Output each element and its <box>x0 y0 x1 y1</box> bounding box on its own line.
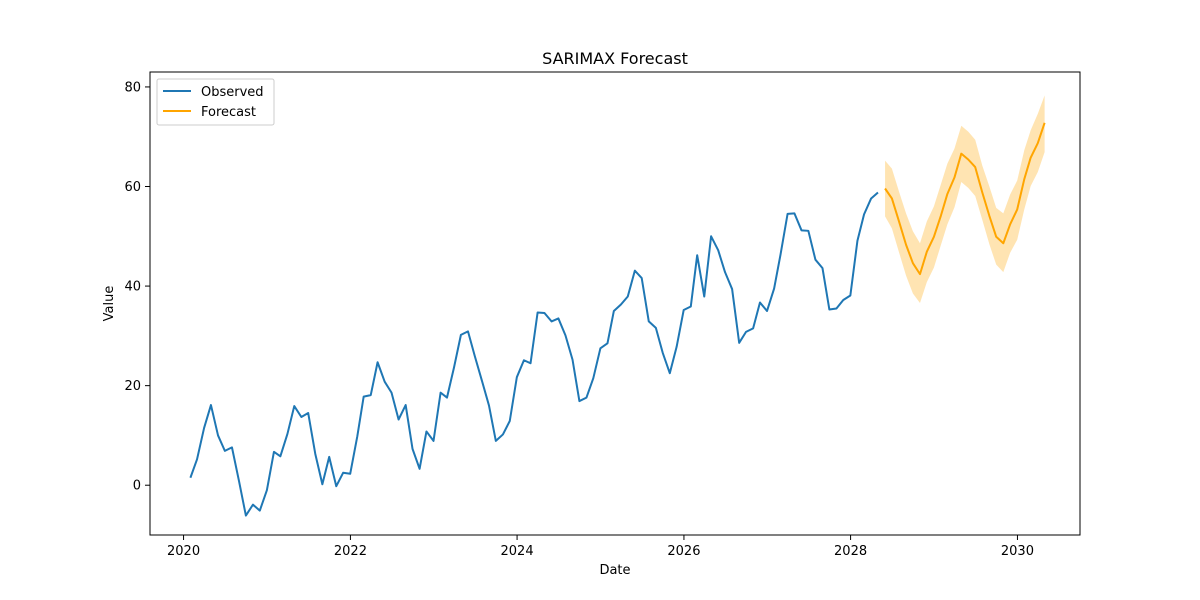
legend-label-observed: Observed <box>201 85 264 100</box>
y-tick-label: 60 <box>124 180 141 195</box>
series-line-forecast <box>884 122 1046 276</box>
x-tick-label: 2028 <box>834 544 867 559</box>
legend: Observed Forecast <box>156 78 275 126</box>
x-tick-label: 2026 <box>667 544 700 559</box>
y-tick-label: 20 <box>124 379 141 394</box>
x-axis-label: Date <box>599 563 630 578</box>
y-tick-label: 0 <box>133 479 141 494</box>
plot-area <box>189 95 1046 517</box>
x-tick-label: 2024 <box>501 544 534 559</box>
y-tick-label: 80 <box>124 80 141 95</box>
x-axis: 2020 2022 2024 2026 2028 2030 <box>167 535 1034 559</box>
x-tick-label: 2022 <box>334 544 367 559</box>
x-tick-label: 2030 <box>1001 544 1034 559</box>
chart-title: SARIMAX Forecast <box>542 49 688 68</box>
forecast-confidence-band <box>885 95 1045 304</box>
axes-frame <box>149 71 1081 536</box>
legend-label-forecast: Forecast <box>201 105 256 120</box>
y-axis: 0 20 40 60 80 <box>124 80 150 494</box>
y-tick-label: 40 <box>124 280 141 295</box>
x-tick-label: 2020 <box>167 544 200 559</box>
y-axis-label: Value <box>102 286 117 322</box>
series-line-observed <box>189 191 879 517</box>
